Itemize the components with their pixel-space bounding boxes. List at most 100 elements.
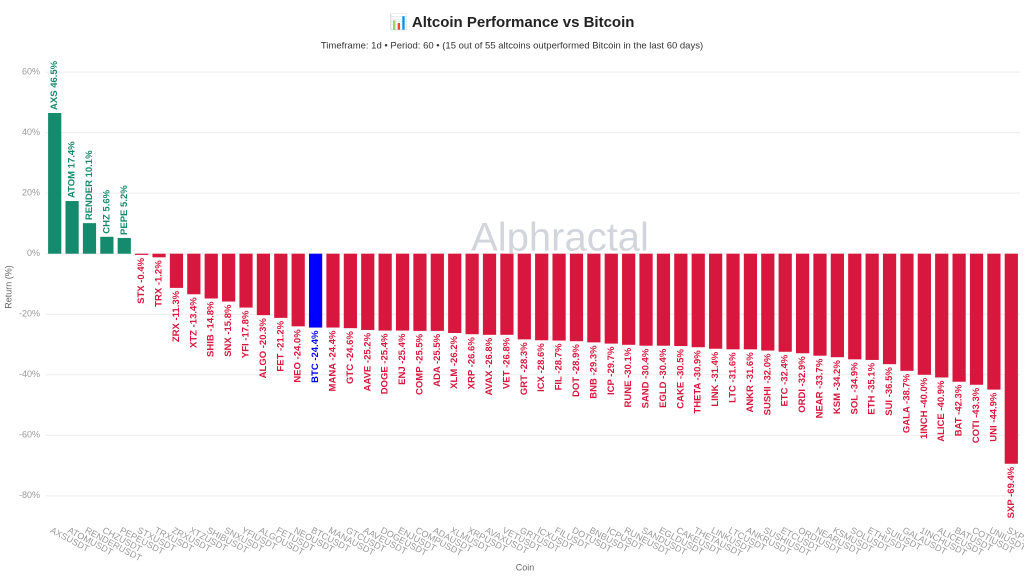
y-axis-label: Return (%) [3,265,13,309]
bar [65,201,79,254]
y-tick-label: 60% [22,66,40,76]
bar [395,253,410,331]
y-tick-label: -40% [19,369,40,379]
data-label: FIL -28.7% [554,343,565,390]
data-label: BNB -29.3% [588,345,599,399]
data-label: ALICE -40.9% [936,380,947,442]
data-label: LTC -31.6% [728,352,739,403]
bar [987,253,1001,390]
data-label: COMP -25.5% [414,333,425,395]
data-label: GRT -28.3% [519,342,530,395]
data-label: XTZ -13.4% [188,297,199,348]
bar [743,253,758,350]
y-tick-label: 40% [22,127,40,137]
bar [239,253,253,308]
bar [361,253,375,330]
data-label: SAND -30.4% [641,348,652,408]
bar [900,253,914,371]
bar [135,253,149,255]
data-label: ADA -25.5% [432,333,443,387]
bar [795,253,810,354]
data-label: NEAR -33.7% [814,358,825,418]
data-label: ENJ -25.4% [397,333,408,385]
bar [656,253,671,346]
data-label: ZRX -11.3% [171,290,182,342]
bar [187,253,201,295]
data-label: EGLD -30.4% [658,348,669,408]
data-label: GTC -24.6% [345,331,356,384]
data-label: SOL -34.9% [849,362,860,415]
bar [152,253,166,258]
data-label: ICX -28.6% [536,343,547,392]
data-label: SNX -15.8% [223,304,234,357]
bar [308,253,323,328]
bar [830,253,844,358]
data-label: ATOM 17.4% [67,141,78,198]
bar [48,112,62,254]
bar [622,253,636,345]
bar [482,253,497,335]
y-tick-label: 20% [22,188,40,198]
bar [343,253,357,329]
data-label: XLM -26.2% [449,335,460,388]
data-label: THETA -30.9% [693,350,704,414]
data-label: BAT -42.3% [954,384,965,436]
bar [326,253,340,328]
data-label: LINK -31.4% [710,351,721,406]
data-label: ETH -35.1% [867,362,878,414]
bar [969,253,984,385]
data-label: DOT -28.9% [571,344,582,397]
bar [865,253,879,360]
bar [552,253,566,341]
bar [813,253,827,356]
data-label: BTC -24.4% [310,330,321,383]
data-label: ALGO -20.3% [258,318,269,379]
bar [604,253,618,344]
bar [517,253,531,340]
bar [100,236,114,254]
data-label: ANKR -31.6% [745,352,756,413]
data-label: FET -21.2% [275,320,286,371]
bar [535,253,549,341]
data-label: SUI -36.5% [884,367,895,416]
data-label: ETC -32.4% [780,354,791,406]
bar [587,253,601,343]
data-label: STX -0.4% [136,257,147,303]
data-label: AXS 46.5% [49,60,60,110]
data-label: YFI -17.8% [241,310,252,358]
data-label: VET -26.8% [501,337,512,389]
bar [882,253,897,365]
bar [413,253,427,331]
data-label: SHIB -14.8% [206,301,217,357]
data-label: MANA -24.4% [327,330,338,391]
x-axis-label: Coin [516,562,535,572]
bar [204,253,218,299]
bar [82,223,97,254]
data-label: GALA -38.7% [901,373,912,433]
y-tick-label: -80% [19,490,40,500]
data-label: SUSHI -32.0% [762,353,773,415]
bar [222,253,236,302]
bar [691,253,705,348]
data-label: RENDER 10.1% [84,150,95,220]
data-label: ORDI -32.9% [797,356,808,413]
bar [848,253,862,360]
bar [935,253,949,378]
bar [256,253,271,316]
y-tick-label: -20% [19,309,40,319]
bar [726,253,740,350]
bar [274,253,288,318]
bar [169,253,184,288]
data-label: COTI -43.3% [971,387,982,443]
data-label: UNI -44.9% [988,392,999,442]
data-label: XRP -26.6% [467,337,478,390]
data-label: SXP -69.4% [1006,466,1017,518]
bar [569,253,584,342]
data-label: DOGE -25.4% [380,333,391,394]
data-label: NEO -24.0% [293,329,304,383]
data-label: RUNE -30.1% [623,347,634,407]
bar [430,253,444,331]
data-label: AVAX -26.8% [484,337,495,395]
data-label: 1INCH -40.0% [919,377,930,439]
